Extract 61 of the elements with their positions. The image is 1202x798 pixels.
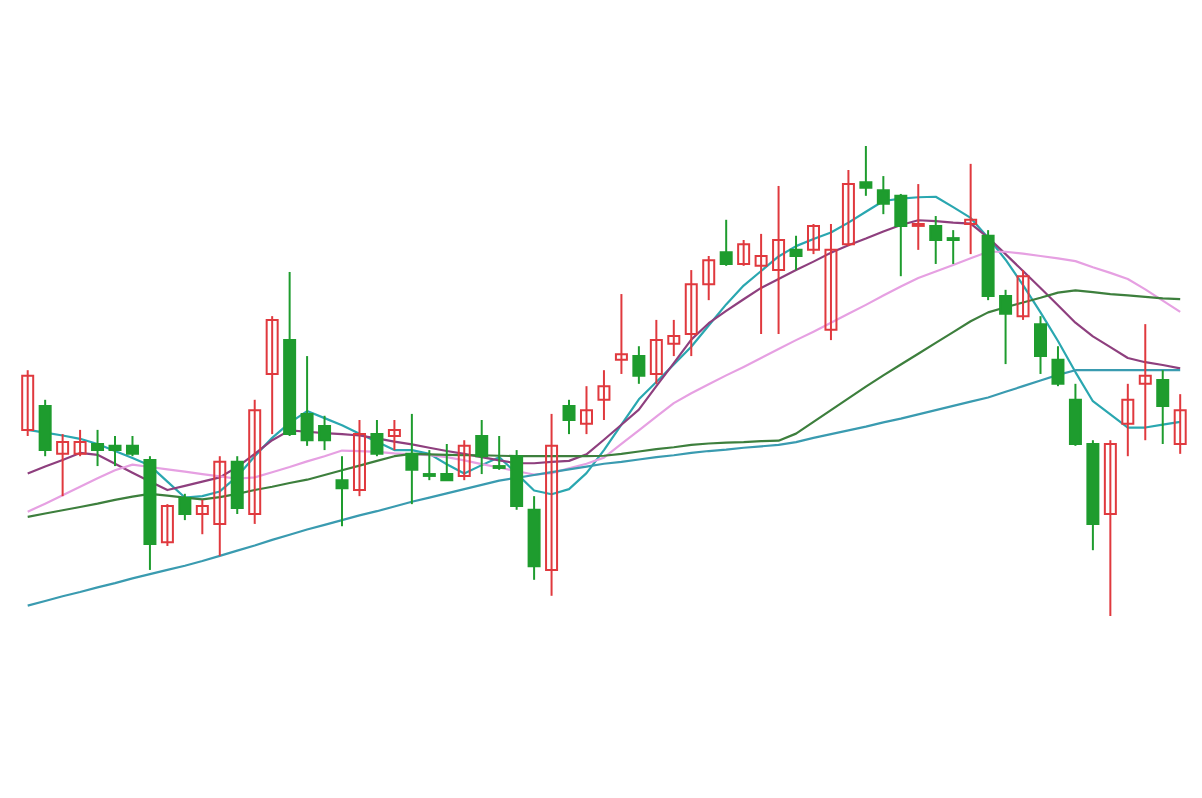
candlestick	[300, 355, 314, 447]
candlestick	[667, 318, 681, 358]
candlestick	[824, 223, 838, 342]
candlestick	[579, 385, 593, 436]
candlestick	[1138, 323, 1152, 442]
candlestick	[719, 218, 733, 267]
candlestick	[457, 439, 471, 482]
candlestick	[614, 293, 628, 375]
candlestick	[632, 345, 646, 385]
candlestick	[562, 398, 576, 436]
candlestick	[21, 369, 35, 437]
candlestick	[318, 414, 332, 452]
candlestick	[649, 318, 663, 385]
candlestick	[56, 433, 70, 498]
candlestick	[370, 419, 384, 458]
candlestick	[1034, 315, 1047, 375]
candlestick	[125, 434, 139, 458]
candlestick	[946, 229, 960, 265]
candlestick	[265, 315, 279, 436]
candlestick	[230, 455, 244, 516]
candlestick	[178, 492, 192, 522]
candlestick	[422, 449, 436, 482]
candlestick	[1016, 269, 1030, 321]
candlestick	[1103, 439, 1117, 617]
candlestick	[894, 192, 908, 278]
candlestick	[754, 232, 768, 335]
candlestick	[702, 254, 716, 302]
candlestick	[1068, 382, 1082, 447]
candlestick	[911, 183, 925, 251]
candlestick	[684, 269, 698, 358]
candlestick	[440, 442, 454, 482]
candlestick	[387, 419, 401, 452]
candlestick	[38, 398, 52, 458]
candlestick	[73, 428, 87, 458]
candlestick	[213, 455, 227, 557]
candlestick	[789, 234, 803, 272]
candlestick	[807, 223, 820, 256]
candlestick	[999, 288, 1013, 366]
candlestick	[737, 239, 751, 267]
candlestick	[248, 398, 262, 525]
candlestick	[859, 145, 873, 197]
candlestick	[108, 434, 122, 468]
candlestick	[1156, 369, 1170, 445]
candlestick	[1051, 345, 1065, 388]
candlestick	[335, 455, 349, 528]
candlestick	[195, 498, 209, 536]
candlestick	[475, 419, 489, 476]
candlestick	[841, 168, 855, 248]
candlestick	[876, 175, 890, 216]
candlestick	[352, 419, 366, 498]
candlestick	[929, 215, 943, 265]
candlestick	[160, 503, 174, 547]
candlestick	[91, 428, 105, 468]
candlestick	[492, 434, 506, 471]
candlestick	[1121, 382, 1135, 458]
candlestick	[1173, 393, 1187, 455]
candlestick	[405, 412, 419, 506]
candlestick	[597, 369, 611, 422]
candlestick	[545, 412, 559, 597]
candlestick	[772, 184, 786, 335]
candlestick	[964, 162, 978, 256]
